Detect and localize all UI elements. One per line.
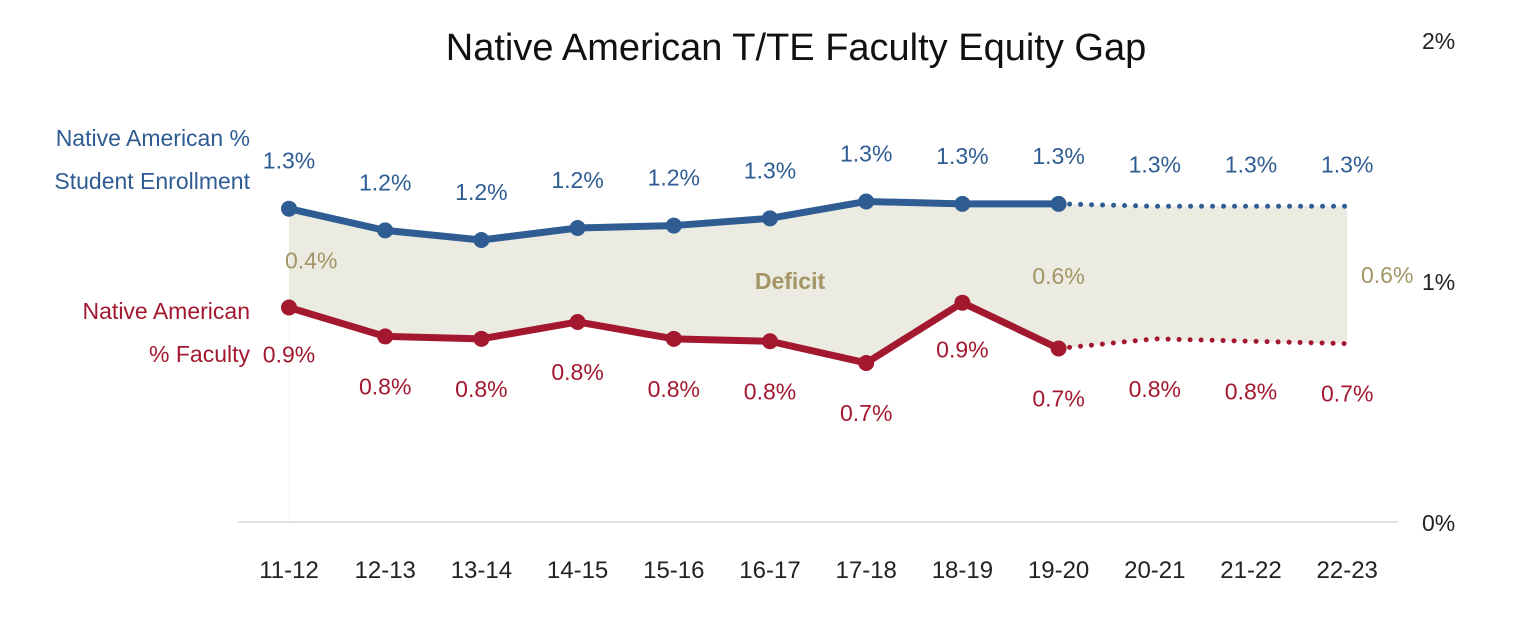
- data-label-enrollment: 1.2%: [359, 169, 411, 195]
- series-name-enrollment: Student Enrollment: [54, 168, 250, 194]
- x-tick-label: 19-20: [1028, 557, 1089, 584]
- data-label-faculty: 0.8%: [359, 373, 411, 399]
- gap-value-label: 0.6%: [1361, 262, 1413, 288]
- gap-value-label: 0.6%: [1032, 263, 1084, 289]
- data-point-faculty: [665, 330, 682, 347]
- data-label-enrollment: 1.2%: [648, 165, 700, 191]
- data-point-enrollment: [762, 210, 778, 227]
- data-label-faculty: 0.8%: [648, 376, 700, 402]
- series-name-faculty: % Faculty: [149, 341, 250, 367]
- series-projection-enrollment: [1056, 201, 1350, 209]
- gap-value-label: 0.4%: [285, 248, 337, 274]
- data-label-enrollment: 1.3%: [263, 148, 315, 174]
- x-tick-label: 21-22: [1220, 557, 1281, 584]
- data-label-faculty: 0.8%: [455, 376, 507, 402]
- data-point-enrollment: [569, 219, 586, 236]
- gap-deficit-label: Deficit: [755, 268, 826, 294]
- data-label-faculty: 0.9%: [263, 342, 315, 368]
- y-tick-label: 1%: [1422, 269, 1455, 295]
- data-label-enrollment: 1.3%: [1321, 151, 1373, 177]
- x-tick-label: 14-15: [547, 557, 608, 584]
- x-tick-label: 12-13: [355, 557, 416, 584]
- data-point-faculty: [569, 313, 586, 330]
- gap-area: [289, 201, 1348, 363]
- x-tick-label: 18-19: [932, 557, 993, 584]
- x-tick-label: 13-14: [451, 557, 512, 584]
- x-tick-label: 17-18: [836, 557, 897, 584]
- data-label-enrollment: 1.3%: [936, 143, 988, 169]
- data-label-faculty: 0.8%: [1129, 376, 1181, 402]
- y-tick-label: 2%: [1422, 28, 1455, 54]
- x-tick-label: 20-21: [1124, 557, 1185, 584]
- data-label-faculty: 0.9%: [936, 337, 988, 363]
- data-label-enrollment: 1.2%: [551, 167, 603, 193]
- data-point-faculty: [954, 294, 971, 311]
- series-name-enrollment: Native American %: [56, 125, 250, 151]
- chart-title: Native American T/TE Faculty Equity Gap: [446, 27, 1146, 69]
- data-label-enrollment: 1.3%: [840, 140, 892, 166]
- data-label-enrollment: 1.3%: [744, 157, 796, 183]
- data-label-enrollment: 1.3%: [1032, 143, 1084, 169]
- data-point-enrollment: [665, 217, 682, 234]
- data-point-enrollment: [858, 193, 875, 210]
- data-label-enrollment: 1.2%: [455, 179, 507, 205]
- x-tick-label: 11-12: [259, 557, 319, 584]
- data-label-faculty: 0.7%: [840, 400, 892, 426]
- data-label-faculty: 0.8%: [551, 359, 603, 385]
- series-projection-faculty: [1056, 336, 1350, 351]
- data-point-faculty: [377, 328, 394, 345]
- x-tick-label: 22-23: [1317, 557, 1378, 584]
- data-label-enrollment: 1.3%: [1129, 151, 1181, 177]
- x-tick-label: 16-17: [739, 557, 800, 584]
- series-name-faculty: Native American: [83, 298, 250, 324]
- data-point-faculty: [762, 333, 778, 350]
- data-point-enrollment: [473, 232, 490, 249]
- data-point-enrollment: [1050, 195, 1067, 212]
- data-label-enrollment: 1.3%: [1225, 151, 1277, 177]
- y-tick-label: 0%: [1422, 510, 1455, 536]
- data-label-faculty: 0.8%: [1225, 378, 1277, 404]
- data-point-enrollment: [954, 195, 971, 212]
- data-label-faculty: 0.7%: [1321, 381, 1373, 407]
- data-point-enrollment: [281, 200, 297, 217]
- data-point-faculty: [858, 354, 875, 371]
- data-point-enrollment: [377, 222, 394, 239]
- data-label-faculty: 0.7%: [1032, 385, 1084, 411]
- data-label-faculty: 0.8%: [744, 378, 796, 404]
- x-tick-label: 15-16: [643, 557, 704, 584]
- data-point-faculty: [281, 299, 297, 316]
- data-point-faculty: [473, 330, 490, 347]
- data-point-faculty: [1050, 340, 1067, 357]
